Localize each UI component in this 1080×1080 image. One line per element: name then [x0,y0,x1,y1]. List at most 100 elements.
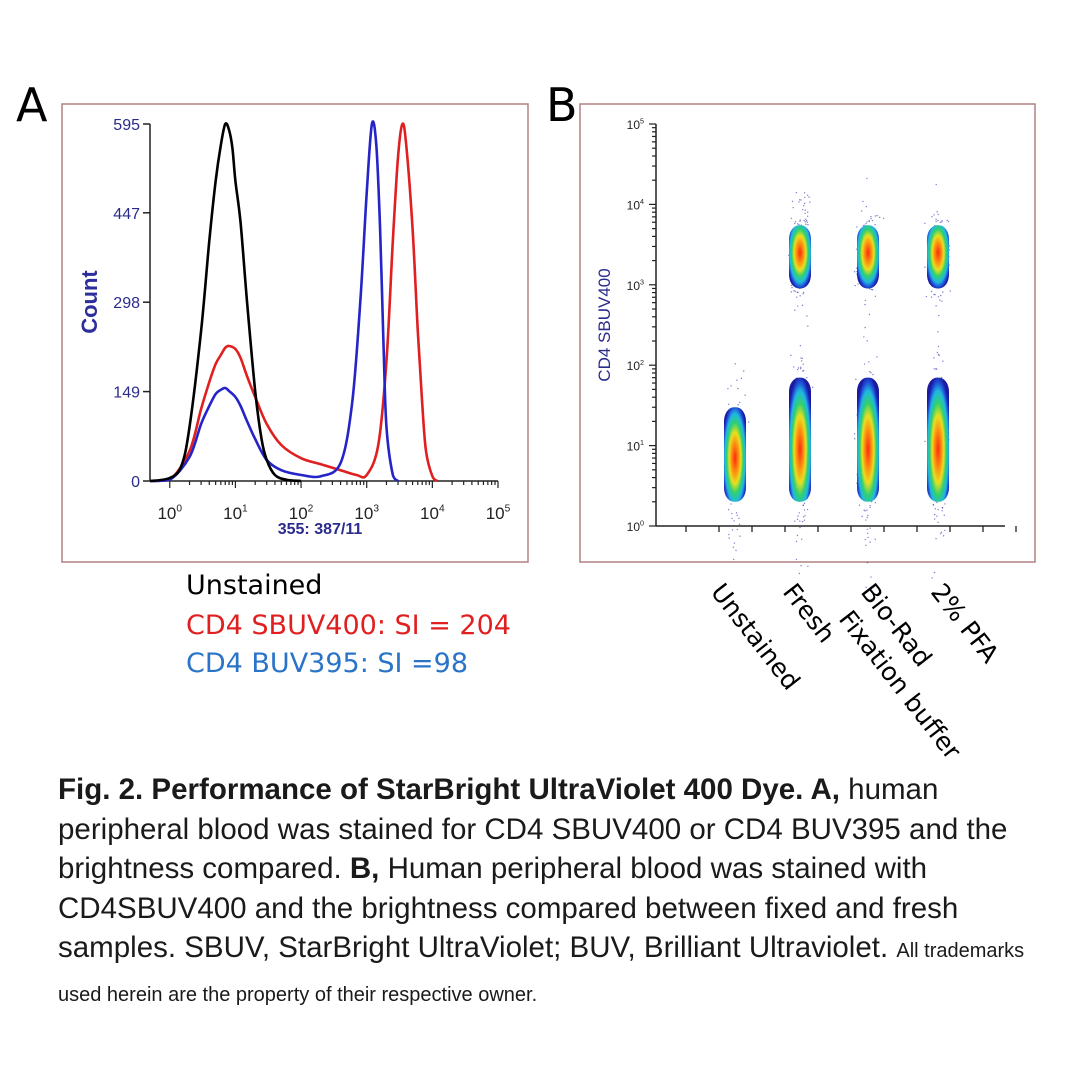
event-dot [870,288,873,291]
event-dot [790,354,792,357]
event-dot [937,345,940,348]
event-dot [939,221,942,223]
event-dot [937,219,939,222]
event-dot [794,221,797,223]
event-dot [867,536,869,539]
panel-a-frame [61,103,529,563]
event-dot [800,538,803,540]
event-dot [931,577,933,579]
event-dot [733,558,735,561]
legend-buv395: CD4 BUV395: SI =98 [186,648,469,679]
event-dot [797,305,799,307]
event-dot [731,512,733,515]
event-dot [867,532,869,535]
event-dot [731,517,733,520]
event-dot [799,220,801,222]
event-dot [792,206,794,209]
event-dot [866,561,869,564]
event-dot [937,331,939,333]
event-dot [867,514,869,516]
event-dot [811,386,814,389]
event-dot [862,200,864,203]
event-dot [874,215,876,217]
event-dot [876,356,878,358]
event-dot [934,293,936,296]
event-dot [797,291,799,293]
event-dot [794,309,796,311]
event-dot [941,221,943,223]
density-blob [927,377,949,502]
event-dot [739,535,741,537]
event-dot [732,546,735,548]
event-dot [935,305,937,307]
event-dot [802,504,804,507]
event-dot [861,210,863,212]
x-tick-label: 101 [223,503,248,523]
event-dot [731,529,734,531]
event-dot [935,220,937,223]
population-2 [789,325,814,575]
event-dot [740,377,743,379]
panel-a-letter: A [16,78,48,132]
event-dot [866,340,868,342]
event-dot [806,315,808,317]
event-dot [861,515,863,518]
event-dot [933,571,936,574]
event-dot [942,360,944,362]
event-dot [798,223,800,226]
y-tick-label: 102 [627,358,644,373]
x-tick-label: 104 [420,503,445,523]
event-dot [802,363,804,365]
event-dot [924,440,926,442]
y-tick-label: 0 [131,474,140,491]
event-dot [925,295,928,298]
event-dot [799,520,801,522]
event-dot [874,224,876,226]
density-blob [857,377,879,502]
event-dot [737,404,739,406]
y-tick-label: 101 [627,438,644,453]
event-dot [802,293,804,295]
event-dot [730,385,732,387]
event-dot [809,201,811,203]
event-dot [865,205,867,208]
population-1 [723,363,750,561]
event-dot [855,378,857,381]
y-axis-label: CD4 SBUV400 [595,268,614,381]
event-dot [796,518,799,521]
caption-text-1: human peripheral blood was stained for C… [58,773,1008,885]
event-dot [876,214,878,217]
event-dot [942,291,944,293]
event-dot [733,542,736,544]
event-dot [730,503,732,505]
event-dot [944,529,946,532]
density-blob [927,225,949,289]
population-4 [853,295,879,589]
event-dot [864,299,867,302]
population-6 [924,345,950,579]
event-dot [854,284,856,287]
event-dot [734,363,736,365]
event-dot [799,344,802,347]
event-dot [727,403,730,405]
event-dot [865,519,867,521]
event-dot [799,295,801,297]
event-dot [939,299,941,301]
event-dot [944,503,946,505]
event-dot [937,296,940,298]
event-dot [803,502,806,505]
event-dot [790,217,793,220]
event-dot [947,220,950,223]
caption-trademark: All trademarks used herein are the prope… [58,940,1025,1006]
event-dot [946,219,948,222]
density-blob [789,225,811,289]
population-3 [788,191,811,317]
event-dot [794,222,796,225]
event-dot [801,357,804,360]
event-dot [930,290,933,293]
event-dot [941,220,943,222]
event-dot [806,376,808,379]
event-dot [803,204,805,207]
event-dot [864,326,866,329]
